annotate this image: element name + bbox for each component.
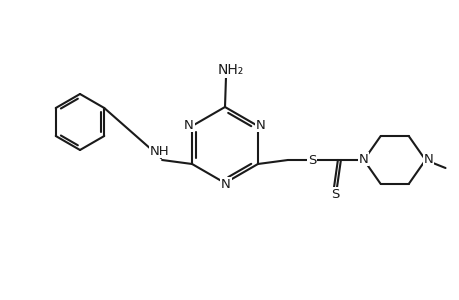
Text: NH: NH: [149, 145, 168, 158]
Text: NH₂: NH₂: [218, 63, 244, 77]
Text: N: N: [184, 118, 194, 131]
Text: N: N: [256, 118, 265, 131]
Text: N: N: [184, 118, 194, 131]
Text: NH₂: NH₂: [218, 63, 244, 77]
Text: N: N: [221, 178, 230, 190]
Text: N: N: [423, 152, 432, 166]
Text: S: S: [330, 188, 338, 200]
Text: S: S: [330, 188, 338, 200]
Text: NH: NH: [149, 145, 168, 158]
Text: N: N: [423, 152, 432, 166]
Text: S: S: [307, 154, 315, 166]
Text: S: S: [307, 154, 315, 166]
Text: N: N: [358, 152, 368, 166]
Text: N: N: [358, 152, 368, 166]
Text: N: N: [221, 178, 230, 190]
Text: N: N: [256, 118, 265, 131]
